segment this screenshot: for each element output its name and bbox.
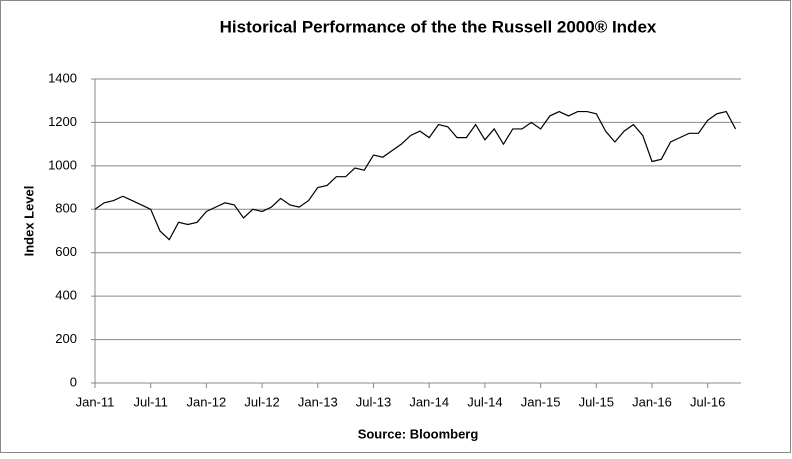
y-tick-label: 400 bbox=[55, 288, 77, 303]
x-tick-label: Jul-12 bbox=[244, 394, 279, 409]
y-tick-label: 1000 bbox=[48, 157, 77, 172]
y-tick-label: 0 bbox=[70, 374, 77, 389]
x-tick-label: Jan-15 bbox=[521, 394, 561, 409]
x-tick-label: Jul-15 bbox=[579, 394, 614, 409]
y-tick-label: 1200 bbox=[48, 114, 77, 129]
y-tick-label: 600 bbox=[55, 244, 77, 259]
x-tick-label: Jan-11 bbox=[76, 394, 115, 409]
y-tick-label: 800 bbox=[55, 201, 77, 216]
line-series bbox=[94, 110, 737, 241]
x-tick-label: Jan-13 bbox=[298, 394, 338, 409]
x-tick-label: Jan-12 bbox=[187, 394, 227, 409]
y-tick-label: 1400 bbox=[48, 70, 77, 85]
x-tick-label: Jul-14 bbox=[467, 394, 502, 409]
x-tick-label: Jan-16 bbox=[632, 394, 672, 409]
x-tick-label: Jan-14 bbox=[409, 394, 449, 409]
y-tick-label: 200 bbox=[55, 331, 77, 346]
chart-title: Historical Performance of the the Russel… bbox=[220, 17, 657, 36]
x-tick-label: Jul-13 bbox=[356, 394, 391, 409]
x-axis-label: Source: Bloomberg bbox=[358, 426, 479, 441]
y-axis-label: Index Level bbox=[21, 186, 36, 257]
x-tick-label: Jul-11 bbox=[133, 394, 167, 409]
x-tick-label: Jul-16 bbox=[690, 394, 725, 409]
